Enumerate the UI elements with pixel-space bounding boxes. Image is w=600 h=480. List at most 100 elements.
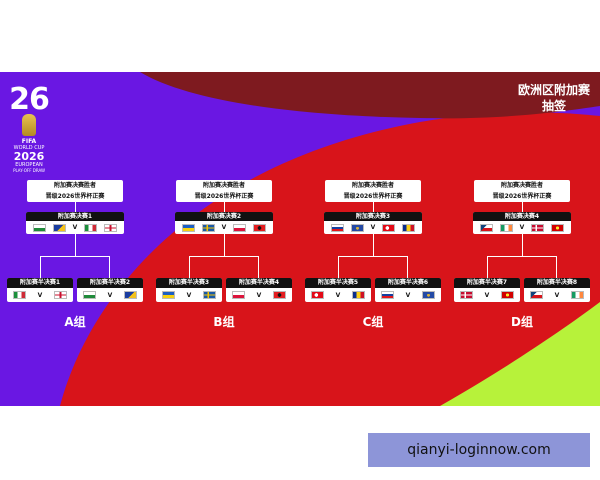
semifinal-box: 附加赛半决赛8 V — [524, 278, 590, 302]
group-label: A组 — [64, 315, 86, 329]
vs-label: V — [72, 224, 78, 231]
bracket-connector — [372, 234, 374, 256]
bracket-connector — [74, 234, 76, 256]
semifinal-box: 附加赛半决赛5 V — [305, 278, 371, 302]
logo-european: EUROPEAN — [15, 162, 43, 168]
semifinal-flags: V — [77, 288, 143, 302]
kosovo-flag-icon — [422, 291, 435, 299]
winner-box: 附加赛决赛胜者 晋级2026世界杯正赛 — [325, 180, 421, 202]
draw-poster: 26 FIFA WORLD CUP 2026 EUROPEAN PLAY-OFF… — [0, 72, 600, 406]
turkey-flag-icon — [311, 291, 324, 299]
bracket-connector — [521, 202, 523, 212]
albania-flag-icon — [253, 223, 267, 232]
final-match-label: 附加赛决赛2 — [175, 212, 273, 221]
logo-fifa: FIFA — [21, 138, 37, 145]
final-match-label: 附加赛决赛3 — [324, 212, 422, 221]
bracket-connector — [487, 256, 557, 257]
semifinal-label: 附加赛半决赛8 — [524, 278, 590, 288]
bosnia-flag-icon — [124, 291, 137, 299]
semifinal-flags: V — [375, 288, 441, 302]
watermark-text: qianyi-loginnow.com — [407, 442, 551, 458]
bosnia-flag-icon — [52, 223, 66, 232]
bracket-connector — [40, 256, 41, 278]
denmark-flag-icon — [460, 291, 473, 299]
vs-label: V — [221, 224, 227, 231]
final-match-label: 附加赛决赛4 — [473, 212, 571, 221]
slovakia-flag-icon — [381, 291, 394, 299]
world-cup-logo: 26 FIFA WORLD CUP 2026 EUROPEAN PLAY-OFF… — [6, 85, 52, 174]
trophy-icon — [22, 114, 36, 136]
vs-label: V — [107, 291, 113, 299]
italy-flag-icon — [13, 291, 26, 299]
semifinal-label: 附加赛半决赛5 — [305, 278, 371, 288]
north-macedonia-flag-icon — [551, 223, 565, 232]
bracket-connector — [189, 256, 190, 278]
czechia-flag-icon — [479, 223, 493, 232]
bracket-connector — [258, 256, 259, 278]
vs-label: V — [335, 291, 341, 299]
page-title: 欧洲区附加赛 抽签 — [518, 82, 590, 114]
group-label: D组 — [511, 315, 533, 329]
group-label: B组 — [213, 315, 235, 329]
semifinal-flags: V — [226, 288, 292, 302]
title-line-2: 抽签 — [541, 99, 566, 113]
semifinal-flags: V — [7, 288, 73, 302]
bracket-connector — [407, 256, 408, 278]
final-match-label: 附加赛决赛1 — [26, 212, 124, 221]
bracket-connector — [372, 202, 374, 212]
ukraine-flag-icon — [162, 291, 175, 299]
poland-flag-icon — [233, 223, 247, 232]
bracket-connector — [223, 234, 225, 256]
poster-background — [0, 72, 600, 406]
final-match-flags: V — [175, 221, 273, 234]
winner-box: 附加赛决赛胜者 晋级2026世界杯正赛 — [474, 180, 570, 202]
romania-flag-icon — [352, 291, 365, 299]
logo-playoff-draw: PLAY-OFF DRAW — [13, 168, 45, 173]
vs-label: V — [519, 224, 525, 231]
logo-world-cup: WORLD CUP — [13, 145, 45, 151]
semifinal-label: 附加赛半决赛2 — [77, 278, 143, 288]
albania-flag-icon — [273, 291, 286, 299]
bracket-connector — [74, 202, 76, 212]
kosovo-flag-icon — [350, 223, 364, 232]
semifinal-box: 附加赛半决赛3 V — [156, 278, 222, 302]
final-match-flags: V — [26, 221, 124, 234]
italy-flag-icon — [84, 223, 98, 232]
semifinal-flags: V — [524, 288, 590, 302]
final-match-flags: V — [324, 221, 422, 234]
semifinal-label: 附加赛半决赛1 — [7, 278, 73, 288]
bracket-connector — [556, 256, 557, 278]
north-macedonia-flag-icon — [501, 291, 514, 299]
vs-label: V — [256, 291, 262, 299]
semifinal-label: 附加赛半决赛7 — [454, 278, 520, 288]
semifinal-label: 附加赛半决赛6 — [375, 278, 441, 288]
winner-label: 附加赛决赛胜者 — [351, 182, 394, 189]
bracket-connector — [40, 256, 110, 257]
semifinal-flags: V — [305, 288, 371, 302]
ireland-flag-icon — [571, 291, 584, 299]
northern-ireland-flag-icon — [104, 223, 118, 232]
vs-label: V — [37, 291, 43, 299]
poland-flag-icon — [232, 291, 245, 299]
bracket-connector — [521, 234, 523, 256]
final-match-flags: V — [473, 221, 571, 234]
bracket-connector — [189, 256, 259, 257]
turkey-flag-icon — [382, 223, 396, 232]
bracket-connector — [338, 256, 408, 257]
denmark-flag-icon — [531, 223, 545, 232]
bracket-connector — [109, 256, 110, 278]
vs-label: V — [484, 291, 490, 299]
vs-label: V — [186, 291, 192, 299]
winner-box: 附加赛决赛胜者 晋级2026世界杯正赛 — [176, 180, 272, 202]
vs-label: V — [370, 224, 376, 231]
final-match-box: 附加赛决赛2 V — [175, 212, 273, 234]
wales-flag-icon — [32, 223, 46, 232]
qualify-label: 晋级2026世界杯正赛 — [45, 193, 105, 200]
logo-year: 2026 — [13, 150, 45, 163]
sweden-flag-icon — [201, 223, 215, 232]
final-match-box: 附加赛决赛4 V — [473, 212, 571, 234]
sweden-flag-icon — [203, 291, 216, 299]
final-match-box: 附加赛决赛1 V — [26, 212, 124, 234]
final-match-box: 附加赛决赛3 V — [324, 212, 422, 234]
northern-ireland-flag-icon — [54, 291, 67, 299]
